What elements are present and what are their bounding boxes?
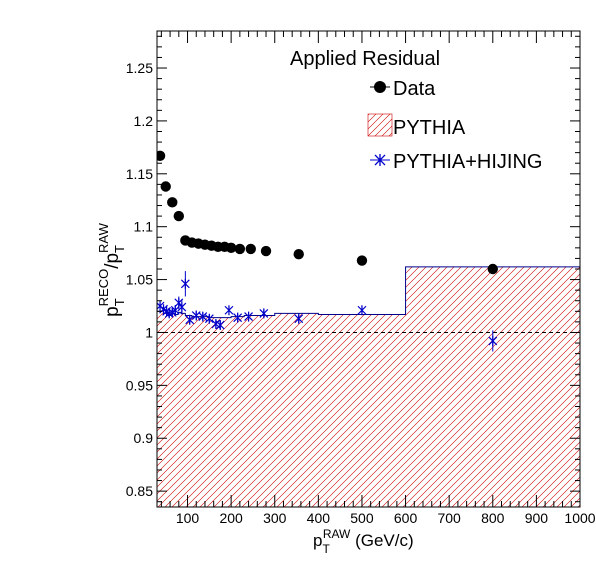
x-tick-label: 100	[176, 510, 200, 526]
pythia-bin	[318, 314, 405, 507]
hijing-point	[198, 311, 208, 322]
x-tick-label: 200	[219, 510, 243, 526]
x-axis-sup: RAW	[323, 527, 351, 541]
y-axis-num-sup: RECO	[96, 269, 111, 307]
pythia-bin	[257, 316, 274, 507]
x-tick-label: 600	[394, 510, 418, 526]
data-point	[167, 197, 178, 208]
data-point	[356, 255, 368, 266]
data-markers	[157, 150, 498, 352]
x-tick-label: 400	[307, 510, 331, 526]
y-axis-num-base: p	[102, 306, 123, 317]
pythia-bin	[185, 316, 192, 507]
legend-label-data: Data	[393, 78, 436, 100]
x-axis-base: p	[313, 531, 322, 550]
hijing-point	[233, 312, 243, 323]
data-point	[225, 242, 237, 254]
pythia-bin	[174, 314, 177, 507]
legend-swatch-pythia	[367, 113, 393, 137]
hijing-point	[180, 278, 190, 289]
legend-marker-data	[374, 81, 386, 93]
y-tick-label: 0.85	[126, 483, 153, 499]
y-tick-label: 0.95	[126, 377, 153, 393]
y-tick-label: 1	[145, 324, 153, 340]
hijing-point	[357, 305, 367, 316]
y-tick-label: 1.2	[134, 113, 154, 129]
legend-marker-pythia-hijing	[374, 154, 386, 166]
y-axis-title: pTRECO/pTRAW	[96, 222, 127, 316]
axes: 0.85 0.9 0.95 1 1.05 1.1 1.15 1.2 1.25 100 200 300 4…	[126, 31, 596, 526]
pythia-bin	[168, 316, 171, 507]
legend-label-pythia-hijing: PYTHIA+HIJING	[393, 151, 542, 173]
legend-label-pythia: PYTHIA	[393, 117, 466, 139]
hijing-point	[259, 308, 269, 319]
y-tick-label: 1.25	[126, 60, 153, 76]
y-axis-den-base: p	[102, 253, 123, 264]
pythia-bin	[244, 316, 257, 507]
hijing-point	[215, 320, 225, 331]
pythia-bin	[406, 267, 580, 507]
x-axis-sub: T	[322, 542, 330, 556]
x-tick-label: 500	[350, 510, 374, 526]
pythia-bin	[171, 313, 174, 507]
y-axis-den-sub: T	[112, 245, 127, 253]
pythia-bin	[178, 312, 181, 507]
pythia-bin	[192, 317, 201, 507]
data-point	[157, 150, 166, 162]
pythia-histogram	[157, 266, 580, 507]
hijing-point	[294, 313, 304, 324]
legend-entry-pythia: PYTHIA	[367, 113, 466, 139]
y-tick-label: 0.9	[134, 430, 154, 446]
y-tick-label: 1.1	[134, 219, 154, 235]
y-axis-slash: /	[102, 263, 123, 269]
legend-entry-data: Data	[370, 78, 436, 100]
hijing-point	[185, 314, 195, 325]
y-axis-den-sup: RAW	[96, 222, 111, 253]
data-point	[245, 243, 256, 255]
y-tick-label: 1.05	[126, 272, 153, 288]
data-point	[487, 263, 498, 275]
hijing-point	[177, 302, 187, 313]
legend: Applied Residual Data PYTHIA PYTHIA+HIJI…	[290, 48, 542, 173]
data-point	[234, 243, 246, 255]
y-axis-num-sub: T	[112, 298, 127, 306]
pythia-hatch-fill	[157, 266, 580, 507]
x-axis-unit: (GeV/c)	[350, 531, 413, 550]
x-tick-label: 300	[263, 510, 287, 526]
x-tick-label: 800	[481, 510, 505, 526]
hijing-point	[488, 335, 498, 346]
x-axis-title: pTRAW (GeV/c)	[313, 527, 414, 556]
pythia-bin	[220, 318, 231, 507]
hijing-point	[224, 305, 234, 316]
hijing-point	[244, 311, 254, 322]
pythia-bin	[209, 318, 220, 507]
pythia-bin	[275, 313, 319, 507]
data-point	[293, 248, 304, 260]
x-tick-label: 700	[437, 510, 461, 526]
pythia-bin	[231, 317, 244, 507]
y-tick-label: 1.15	[126, 166, 153, 182]
chart-title: Applied Residual	[290, 48, 440, 70]
pythia-bin	[181, 313, 185, 507]
data-point	[173, 210, 185, 222]
hijing-point	[204, 313, 214, 324]
pythia-bin	[201, 317, 210, 507]
data-point	[160, 181, 171, 192]
pythia-bin	[164, 313, 168, 507]
x-tick-label: 900	[525, 510, 549, 526]
data-point	[260, 245, 272, 257]
legend-entry-pythia-hijing: PYTHIA+HIJING	[370, 151, 542, 173]
pythia-bin	[157, 311, 164, 507]
x-tick-label: 1000	[564, 510, 595, 526]
